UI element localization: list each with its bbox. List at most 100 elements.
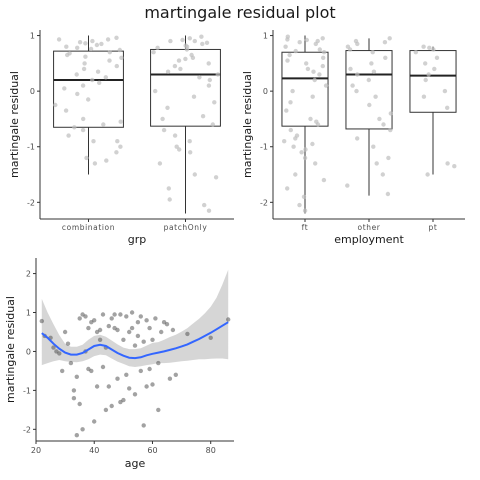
data-point [367,102,372,108]
data-point [80,127,86,133]
data-point [345,183,350,188]
x-tick-label: combination [62,223,115,232]
box [345,50,393,130]
data-point [129,325,135,331]
data-point [188,150,193,155]
data-point [206,208,212,213]
data-point [115,327,120,333]
data-point [90,38,95,44]
data-point [302,208,308,213]
data-point [293,48,298,54]
data-point [151,50,156,55]
data-point [191,94,197,99]
data-point [366,77,371,83]
data-point [382,40,388,45]
data-point [212,100,217,105]
x-axis-title: age [125,457,146,470]
data-point [135,320,141,325]
data-point [431,47,436,52]
data-point [313,41,318,47]
data-point [178,66,183,72]
data-point [71,388,77,393]
data-point [183,56,188,62]
data-point [127,386,132,391]
data-point [118,119,123,124]
y-tick-label: 0 [263,87,268,96]
data-point [141,339,146,344]
data-point [187,139,192,144]
data-point [74,433,80,438]
data-point [321,177,327,183]
data-point [97,327,103,333]
data-point [355,136,360,141]
data-point [39,318,44,324]
data-point [67,51,72,56]
data-point [135,333,141,339]
data-point [425,172,430,177]
data-point [323,83,329,88]
data-point [321,50,327,55]
data-point [354,88,359,94]
data-point [421,44,426,49]
data-point [138,314,143,319]
data-point [86,97,91,102]
data-point [174,144,179,149]
data-point [383,55,388,60]
data-point [144,384,149,389]
data-point [121,337,126,342]
data-point [92,161,98,166]
data-point [97,80,102,86]
y-axis-title: martingale residual [241,71,254,178]
data-point [89,368,94,374]
data-point [207,77,212,83]
data-point [226,317,231,322]
data-point [200,41,205,47]
y-tick-label: -2 [23,425,31,434]
data-point [82,61,87,66]
data-point [413,50,418,55]
data-point [138,368,143,374]
data-point [299,150,304,155]
data-point [388,111,393,116]
data-point [100,364,106,370]
data-point [74,72,79,77]
data-point [285,37,290,42]
data-point [84,155,89,161]
data-point [129,310,135,315]
data-point [291,144,296,149]
data-point [304,61,309,66]
data-point [74,374,80,379]
data-point [80,83,86,88]
data-point [206,61,211,66]
data-point [282,139,287,144]
data-point [385,191,391,197]
data-point [167,197,172,202]
y-tick-label: -2 [27,198,35,207]
data-point [301,194,307,199]
box [409,50,457,113]
data-point [202,202,207,208]
y-tick-label: 2 [26,270,31,279]
data-point [308,116,313,122]
data-point [445,161,450,166]
data-point [144,318,149,323]
data-point [317,72,322,77]
data-point [293,172,298,177]
data-point [285,58,290,63]
data-point [185,331,190,337]
data-point [165,69,171,74]
data-point [293,136,298,141]
data-point [101,122,106,127]
y-tick-label: -1 [23,386,31,395]
data-point [103,75,109,80]
data-point [119,55,124,60]
data-point [283,44,288,49]
data-point [115,139,120,144]
data-point [421,94,427,99]
data-point [176,58,182,63]
data-point [427,45,432,50]
data-point [141,423,146,428]
data-point [160,116,165,122]
data-point [88,46,94,52]
data-point [442,88,448,94]
